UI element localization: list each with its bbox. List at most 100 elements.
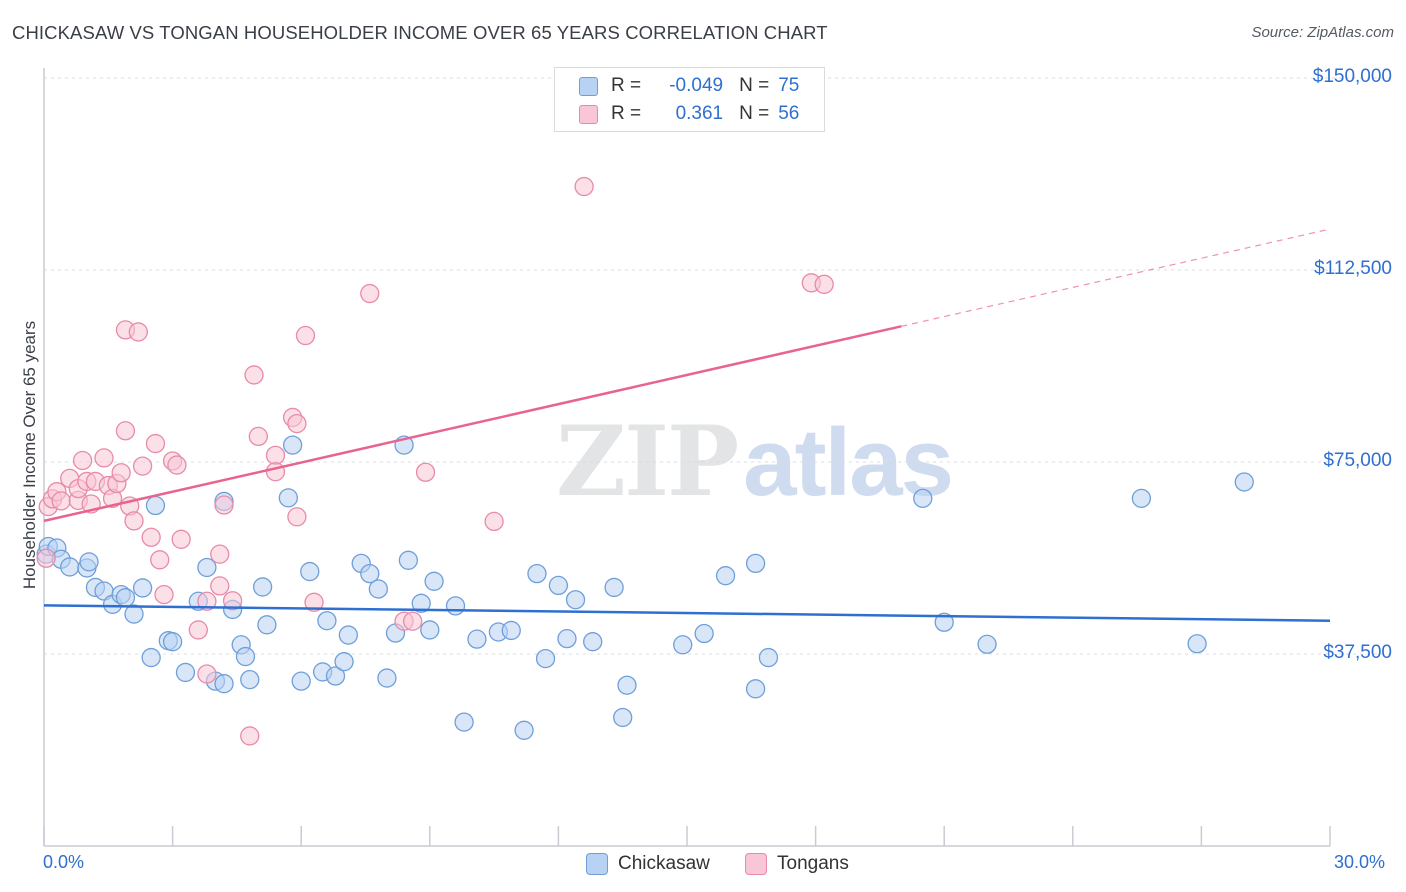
chickasaw-point: [282, 435, 303, 455]
tongans-point: [72, 450, 93, 471]
chickasaw-point: [548, 575, 569, 596]
chickasaw-point: [673, 635, 693, 655]
tongans-point: [171, 529, 191, 549]
chickasaw-point: [977, 634, 997, 654]
tongans-point: [94, 448, 114, 468]
chickasaw-point: [175, 662, 196, 683]
tongans-point: [574, 176, 594, 197]
chickasaw-point: [79, 552, 99, 572]
chickasaw-n-value: 75: [778, 75, 800, 96]
tongans-point: [167, 455, 187, 475]
chickasaw-trend-line: [43, 604, 1331, 622]
bottom-legend-chickasaw[interactable]: Chickasaw: [586, 852, 710, 876]
chickasaw-point: [557, 628, 577, 649]
chart-title: CHICKASAW VS TONGAN HOUSEHOLDER INCOME O…: [12, 22, 828, 43]
tongans-point: [145, 433, 166, 454]
grid-lines: [44, 77, 1392, 655]
tongans-point: [51, 491, 71, 511]
tongans-point: [240, 726, 260, 746]
axes: [43, 68, 1331, 847]
tongans-trend-line: [43, 325, 902, 523]
tongans-point: [141, 527, 161, 547]
tongans-point: [415, 462, 436, 482]
chickasaw-point: [377, 668, 397, 688]
chickasaw-point: [445, 596, 466, 616]
tongans-point: [197, 591, 217, 611]
chickasaw-point: [317, 611, 337, 631]
chickasaw-point: [360, 563, 380, 584]
chickasaw-point: [60, 557, 80, 577]
tongans-point: [265, 445, 286, 465]
chickasaw-point: [240, 669, 260, 690]
chickasaw-point: [454, 712, 474, 732]
tongans-point: [484, 511, 504, 532]
chickasaw-swatch: [579, 76, 598, 96]
tongans-point: [214, 495, 234, 515]
chickasaw-points: [36, 435, 1254, 740]
chickasaw-point: [758, 647, 779, 668]
chickasaw-point: [1187, 634, 1207, 654]
tongans-point: [188, 620, 208, 640]
chickasaw-point: [583, 632, 603, 652]
legend-row-chickasaw: R = -0.049 N = 75: [579, 73, 799, 99]
tongans-point: [128, 322, 148, 342]
chickasaw-point: [501, 620, 521, 641]
chickasaw-point: [235, 646, 256, 667]
chickasaw-point: [411, 593, 431, 613]
tongans-point: [115, 421, 136, 441]
tongans-legend-swatch: [745, 853, 767, 875]
chickasaw-point: [398, 550, 419, 570]
chickasaw-point: [197, 557, 217, 578]
chickasaw-point: [338, 625, 359, 645]
tongans-point: [814, 274, 834, 294]
chickasaw-point: [132, 578, 153, 598]
correlation-legend: R = -0.049 N = 75 R = 0.361 N = 56: [554, 67, 825, 132]
chickasaw-point: [257, 615, 277, 635]
tongans-point: [287, 413, 307, 434]
chickasaw-point: [514, 720, 534, 740]
y-tick-label: $150,000: [1312, 66, 1392, 87]
chickasaw-point: [278, 488, 298, 508]
chickasaw-legend-swatch: [586, 853, 608, 875]
chickasaw-point: [934, 612, 954, 632]
chickasaw-point: [913, 488, 933, 509]
chickasaw-point: [252, 577, 273, 597]
chickasaw-point: [565, 590, 586, 610]
chickasaw-point: [1234, 472, 1254, 492]
chickasaw-point: [715, 566, 736, 586]
chickasaw-point: [535, 648, 556, 669]
tongans-point: [150, 550, 170, 570]
tongans-point: [403, 611, 423, 631]
tongans-n-value: 56: [778, 103, 800, 124]
chickasaw-point: [745, 553, 766, 574]
tongans-point: [265, 462, 286, 482]
chickasaw-point: [334, 652, 354, 672]
bottom-legend-tongans[interactable]: Tongans: [745, 852, 849, 876]
chickasaw-point: [300, 561, 320, 582]
tongans-point: [197, 664, 217, 684]
tongans-point: [244, 365, 264, 385]
tongans-point: [210, 544, 230, 564]
tongans-r-value: 0.361: [675, 103, 724, 124]
chickasaw-point: [745, 679, 766, 699]
chickasaw-point: [141, 647, 161, 668]
y-tick-label: $75,000: [1323, 450, 1392, 471]
chickasaw-r-value: -0.049: [669, 75, 724, 96]
chickasaw-point: [617, 675, 637, 695]
chickasaw-point: [214, 674, 234, 694]
chickasaw-point: [162, 632, 183, 652]
tongans-point: [124, 511, 144, 531]
x-tick-min: 0.0%: [43, 852, 85, 872]
tongans-point: [287, 507, 307, 527]
chickasaw-legend-label: Chickasaw: [618, 853, 710, 874]
tongans-point: [132, 456, 153, 476]
chickasaw-point: [145, 495, 166, 516]
chickasaw-point: [325, 666, 346, 686]
chickasaw-point: [694, 623, 714, 644]
chickasaw-point: [604, 577, 624, 598]
tongans-point: [210, 576, 230, 596]
chickasaw-point: [424, 571, 444, 591]
tongans-point: [360, 283, 380, 304]
tongans-point: [154, 584, 174, 605]
